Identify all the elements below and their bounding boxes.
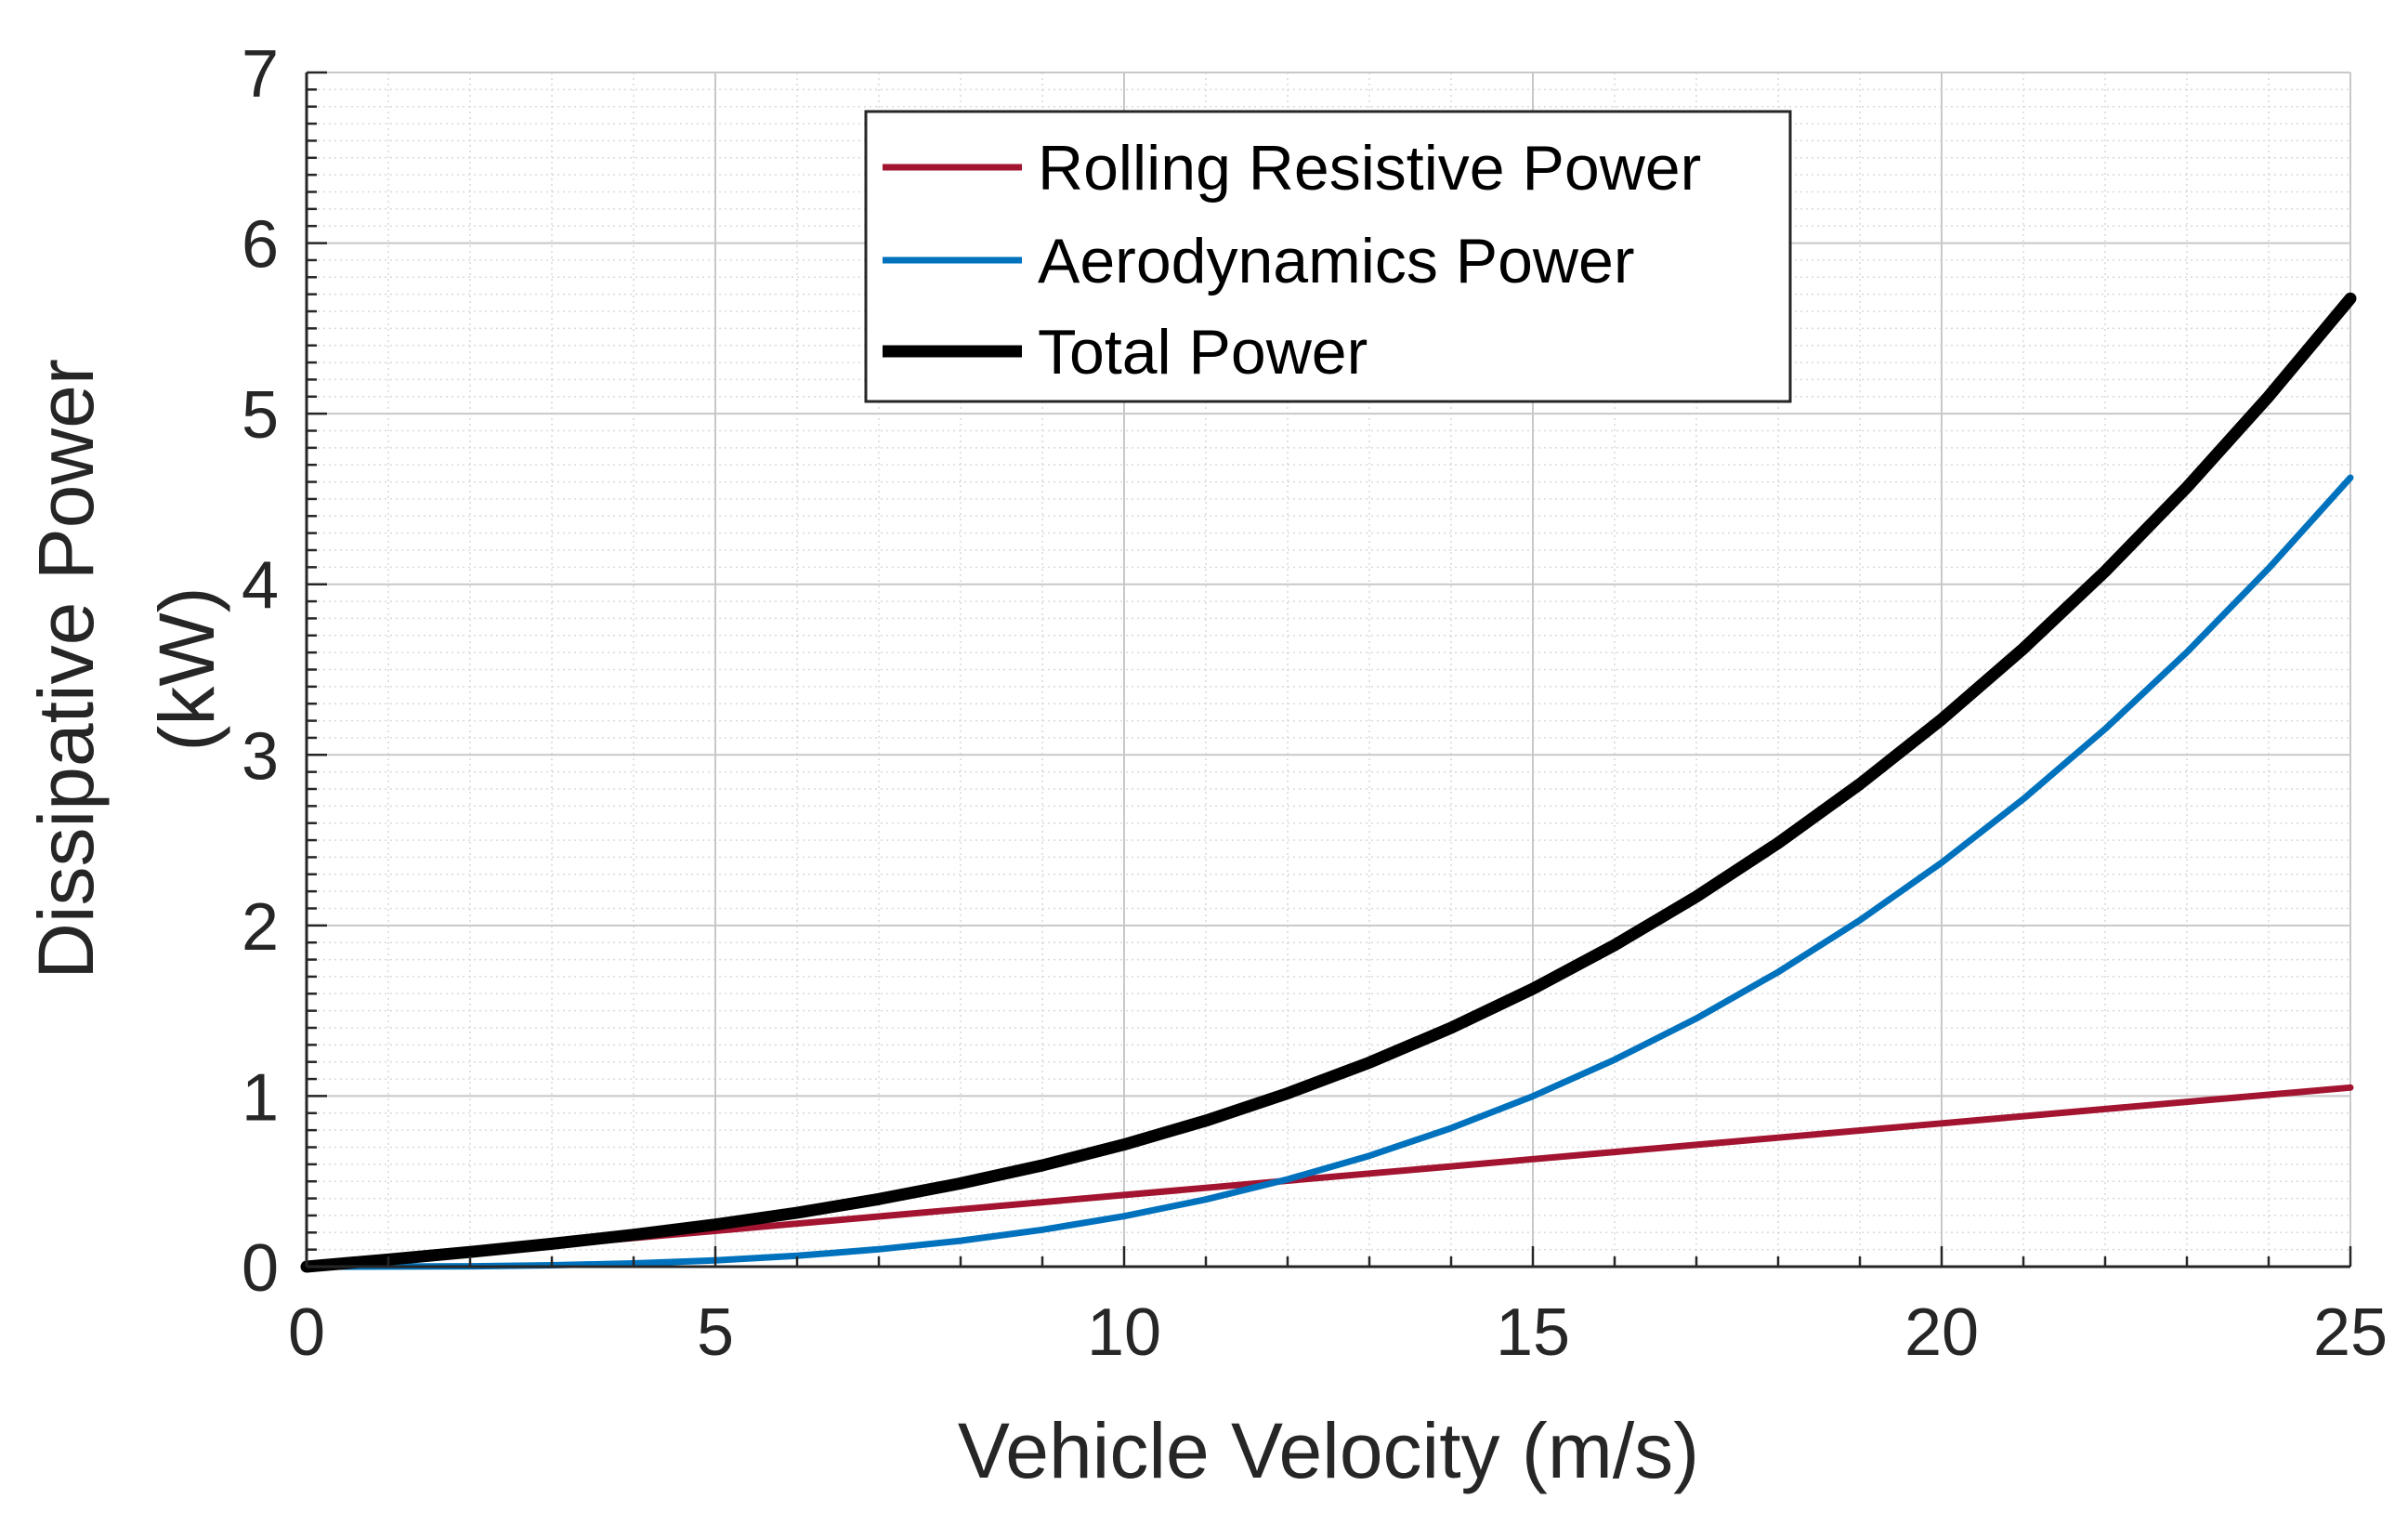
tick-labels: 0 5 10 15 20 25 0 1 2 3 4 5 6 7 <box>242 37 2388 1370</box>
x-tick-label: 15 <box>1496 1295 1570 1370</box>
x-tick-label: 25 <box>2313 1295 2388 1370</box>
legend-label-aero: Aerodynamics Power <box>1038 226 1634 296</box>
y-axis-title-line2: (kW) <box>143 586 230 751</box>
y-axis-title: Dissipative Power (kW) <box>22 359 230 979</box>
y-tick-label: 2 <box>242 890 279 965</box>
ticks <box>305 71 2352 1269</box>
y-tick-label: 5 <box>242 378 279 453</box>
y-tick-label: 0 <box>242 1231 279 1306</box>
series-line-aerodynamics-power <box>303 474 2354 1270</box>
series-line-total-power <box>300 292 2357 1273</box>
legend-label-total: Total Power <box>1038 317 1368 388</box>
y-tick-label: 1 <box>242 1060 279 1135</box>
y-tick-label: 7 <box>242 37 279 112</box>
y-tick-label: 3 <box>242 719 279 794</box>
x-tick-label: 0 <box>288 1295 325 1370</box>
x-tick-label: 5 <box>697 1295 734 1370</box>
legend: Rolling Resistive Power Aerodynamics Pow… <box>864 110 1792 403</box>
x-tick-label: 10 <box>1087 1295 1161 1370</box>
legend-label-rolling: Rolling Resistive Power <box>1038 133 1701 204</box>
x-tick-label: 20 <box>1904 1295 1979 1370</box>
y-axis-title-line1: Dissipative Power <box>22 359 110 979</box>
y-tick-label: 4 <box>242 549 279 624</box>
x-axis-title: Vehicle Velocity (m/s) <box>958 1407 1699 1494</box>
series-layer <box>300 292 2357 1273</box>
y-tick-label: 6 <box>242 208 279 283</box>
